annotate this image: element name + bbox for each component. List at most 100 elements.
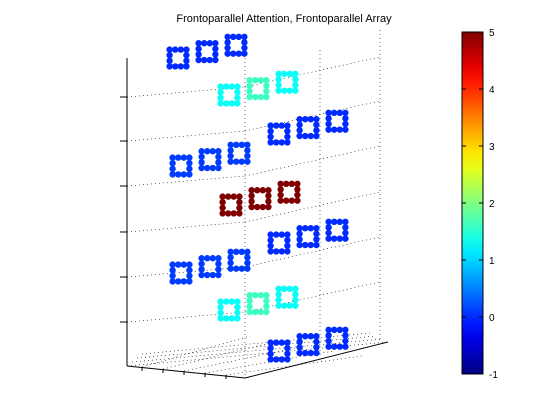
data-point <box>296 241 303 249</box>
data-point <box>227 259 234 267</box>
data-point <box>244 248 251 256</box>
data-point <box>275 302 282 309</box>
data-point <box>296 344 303 351</box>
data-point <box>228 315 235 322</box>
chart-title: Frontoparallel Attention, Frontoparallel… <box>176 13 392 25</box>
data-point <box>186 171 193 178</box>
data-point <box>331 218 338 226</box>
data-point <box>172 63 179 70</box>
grid-line <box>225 355 363 376</box>
data-point <box>284 356 291 363</box>
data-point <box>248 203 255 211</box>
data-point <box>265 187 272 194</box>
data-point <box>307 132 314 140</box>
data-point <box>307 116 314 123</box>
data-point <box>186 154 193 161</box>
data-point <box>223 315 230 322</box>
data-point <box>177 46 184 53</box>
plot-points <box>166 33 349 363</box>
data-point <box>325 224 332 231</box>
data-point <box>234 94 241 102</box>
data-point <box>215 153 222 161</box>
data-point <box>186 160 193 167</box>
data-point <box>292 302 299 309</box>
data-point <box>238 158 245 165</box>
data-point <box>302 349 309 357</box>
data-point <box>292 87 299 94</box>
colorbar-tick-label: -1 <box>489 370 498 381</box>
data-point <box>244 141 251 149</box>
data-point <box>257 308 264 316</box>
data-point <box>307 241 314 249</box>
data-point <box>267 345 274 352</box>
data-point <box>259 203 266 211</box>
data-point <box>252 93 259 101</box>
data-point <box>217 298 224 305</box>
data-point <box>209 255 216 262</box>
grid-lines <box>126 30 389 378</box>
data-point <box>342 115 349 122</box>
data-point <box>227 254 234 261</box>
data-point <box>275 291 282 298</box>
data-point <box>234 315 241 322</box>
data-point <box>277 180 284 188</box>
data-point <box>267 133 274 140</box>
data-point <box>172 46 179 53</box>
data-point <box>336 343 343 350</box>
data-point <box>169 165 176 172</box>
data-point <box>313 349 320 357</box>
data-point <box>292 70 299 78</box>
data-point <box>227 265 234 272</box>
grid-line <box>244 236 381 268</box>
data-point <box>283 180 290 188</box>
data-point <box>286 285 293 293</box>
data-point <box>278 248 285 255</box>
data-point <box>313 116 320 123</box>
data-point <box>254 203 261 211</box>
data-point <box>273 339 280 346</box>
data-point <box>296 116 303 123</box>
data-point <box>212 56 219 64</box>
data-point <box>177 63 184 70</box>
data-point <box>284 122 291 129</box>
data-point <box>267 122 274 129</box>
grid-line <box>126 130 246 142</box>
data-point <box>230 33 237 41</box>
data-point <box>313 344 320 351</box>
data-point <box>294 191 301 199</box>
data-point <box>267 356 274 363</box>
data-point <box>186 272 193 279</box>
data-point <box>217 315 224 322</box>
data-point <box>234 89 241 96</box>
data-point <box>263 93 270 101</box>
data-point <box>313 121 320 129</box>
data-point <box>215 266 222 273</box>
data-point <box>254 187 261 194</box>
data-point <box>244 265 251 272</box>
data-point <box>273 248 280 255</box>
data-point <box>307 225 314 232</box>
data-point <box>284 237 291 244</box>
data-point <box>215 271 222 279</box>
data-point <box>169 272 176 279</box>
data-point <box>217 304 224 311</box>
data-point <box>283 197 290 204</box>
data-point <box>292 285 299 293</box>
data-point <box>215 260 222 268</box>
data-point <box>201 56 208 64</box>
data-point <box>342 337 349 345</box>
data-point <box>307 333 314 340</box>
grid-line <box>126 221 246 233</box>
data-point <box>186 261 193 268</box>
data-point <box>175 171 182 178</box>
data-point <box>183 57 190 64</box>
data-point <box>236 199 243 206</box>
data-point <box>204 148 211 155</box>
data-point <box>201 40 208 47</box>
data-point <box>183 46 190 53</box>
data-point <box>235 50 242 57</box>
data-point <box>331 235 338 242</box>
data-point <box>227 248 234 256</box>
data-point <box>228 83 235 90</box>
data-point <box>336 126 343 133</box>
